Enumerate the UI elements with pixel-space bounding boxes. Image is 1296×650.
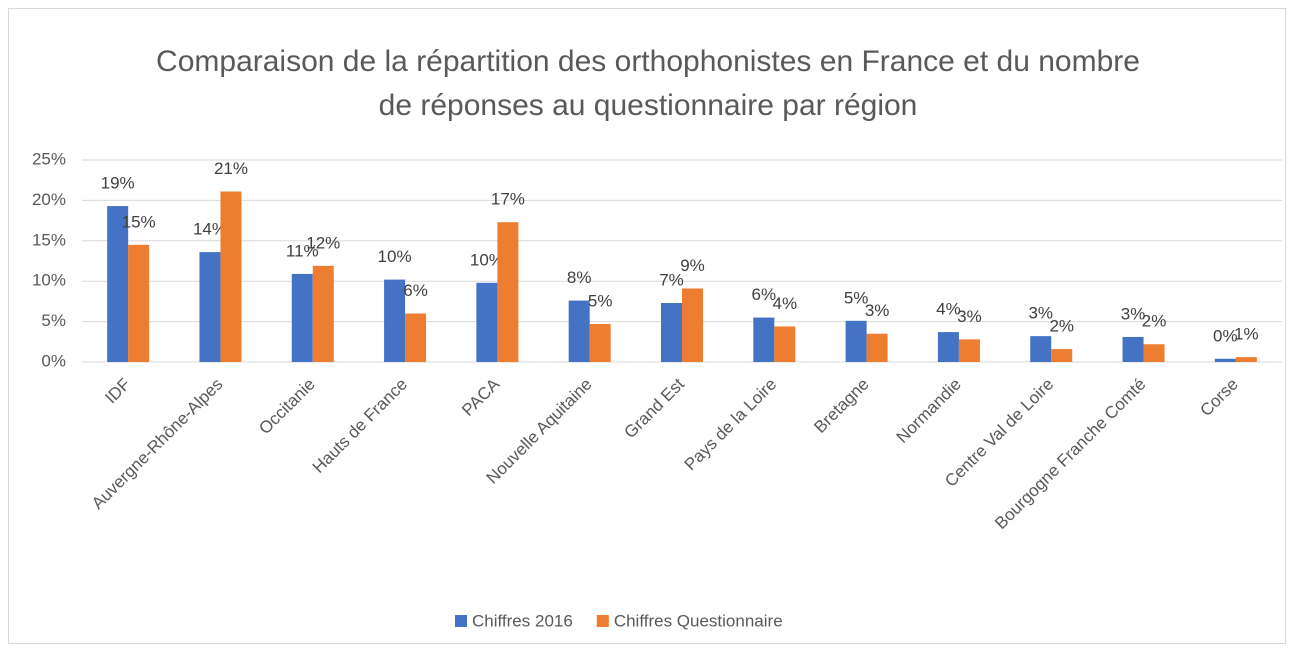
bar	[1214, 358, 1236, 362]
data-label: 5%	[844, 288, 869, 307]
data-label: 6%	[752, 285, 777, 304]
bar	[1143, 344, 1165, 362]
data-label: 6%	[403, 281, 428, 300]
bar	[291, 273, 313, 362]
x-tick-label: Bourgogne Franche Comté	[991, 375, 1149, 533]
data-label: 12%	[306, 233, 340, 252]
bar	[937, 332, 959, 362]
bar	[384, 279, 406, 362]
data-label: 7%	[659, 271, 684, 290]
data-label: 5%	[588, 292, 613, 311]
x-tick-label: Grand Est	[620, 374, 688, 442]
bar	[107, 206, 129, 362]
bar	[589, 324, 611, 362]
data-label: 14%	[193, 220, 227, 239]
legend-label: Chiffres Questionnaire	[614, 611, 783, 630]
x-tick-label: PACA	[458, 374, 504, 420]
bar	[774, 326, 796, 362]
bar	[220, 191, 242, 362]
data-label: 10%	[470, 250, 504, 269]
bar	[128, 244, 150, 362]
data-label: 10%	[378, 247, 412, 266]
bar	[1030, 336, 1052, 362]
data-label: 19%	[101, 174, 135, 193]
data-label: 1%	[1234, 325, 1259, 344]
data-label: 3%	[1121, 304, 1146, 323]
bar	[476, 282, 498, 362]
x-tick-label: Occitanie	[255, 375, 319, 439]
bar	[753, 317, 775, 362]
chart-frame	[8, 8, 1286, 644]
y-tick-label: 25%	[32, 149, 66, 168]
bar	[1051, 349, 1073, 362]
y-tick-label: 20%	[32, 190, 66, 209]
bar	[682, 288, 703, 362]
data-label: 2%	[1049, 317, 1074, 336]
data-label: 2%	[1142, 312, 1167, 331]
x-tick-label: Pays de la Loire	[681, 375, 781, 475]
bar	[497, 222, 519, 362]
data-label: 4%	[773, 294, 798, 313]
y-tick-label: 15%	[32, 230, 66, 249]
data-label: 3%	[865, 301, 890, 320]
x-tick-label: Normandie	[893, 375, 965, 447]
chart-title: Comparaison de la répartition des orthop…	[156, 45, 1140, 122]
bar	[1122, 336, 1144, 362]
data-label: 9%	[680, 256, 705, 275]
data-label: 3%	[957, 307, 982, 326]
x-tick-label: Hauts de France	[309, 375, 411, 477]
bar	[312, 265, 334, 362]
data-label: 4%	[936, 300, 961, 319]
data-label: 8%	[567, 268, 592, 287]
legend-swatch	[455, 615, 467, 627]
data-label: 3%	[1028, 304, 1053, 323]
data-label: 0%	[1213, 326, 1238, 345]
y-tick-label: 5%	[41, 311, 66, 330]
bar	[1235, 357, 1257, 362]
bar	[958, 339, 980, 362]
legend-swatch	[596, 615, 609, 627]
bar	[405, 313, 427, 362]
bar	[661, 303, 682, 362]
bar	[866, 333, 888, 362]
bar	[199, 252, 221, 362]
bar	[568, 300, 590, 362]
x-tick-label: Corse	[1196, 375, 1242, 421]
data-label: 15%	[122, 212, 156, 231]
data-label: 21%	[214, 159, 248, 178]
bar	[845, 320, 867, 362]
legend-label: Chiffres 2016	[472, 611, 573, 630]
y-tick-label: 10%	[32, 271, 66, 290]
data-label: 17%	[491, 190, 525, 209]
x-tick-label: IDF	[101, 375, 134, 408]
x-tick-label: Bretagne	[810, 375, 872, 437]
y-tick-label: 0%	[41, 351, 66, 370]
data-label: 11%	[286, 241, 319, 260]
